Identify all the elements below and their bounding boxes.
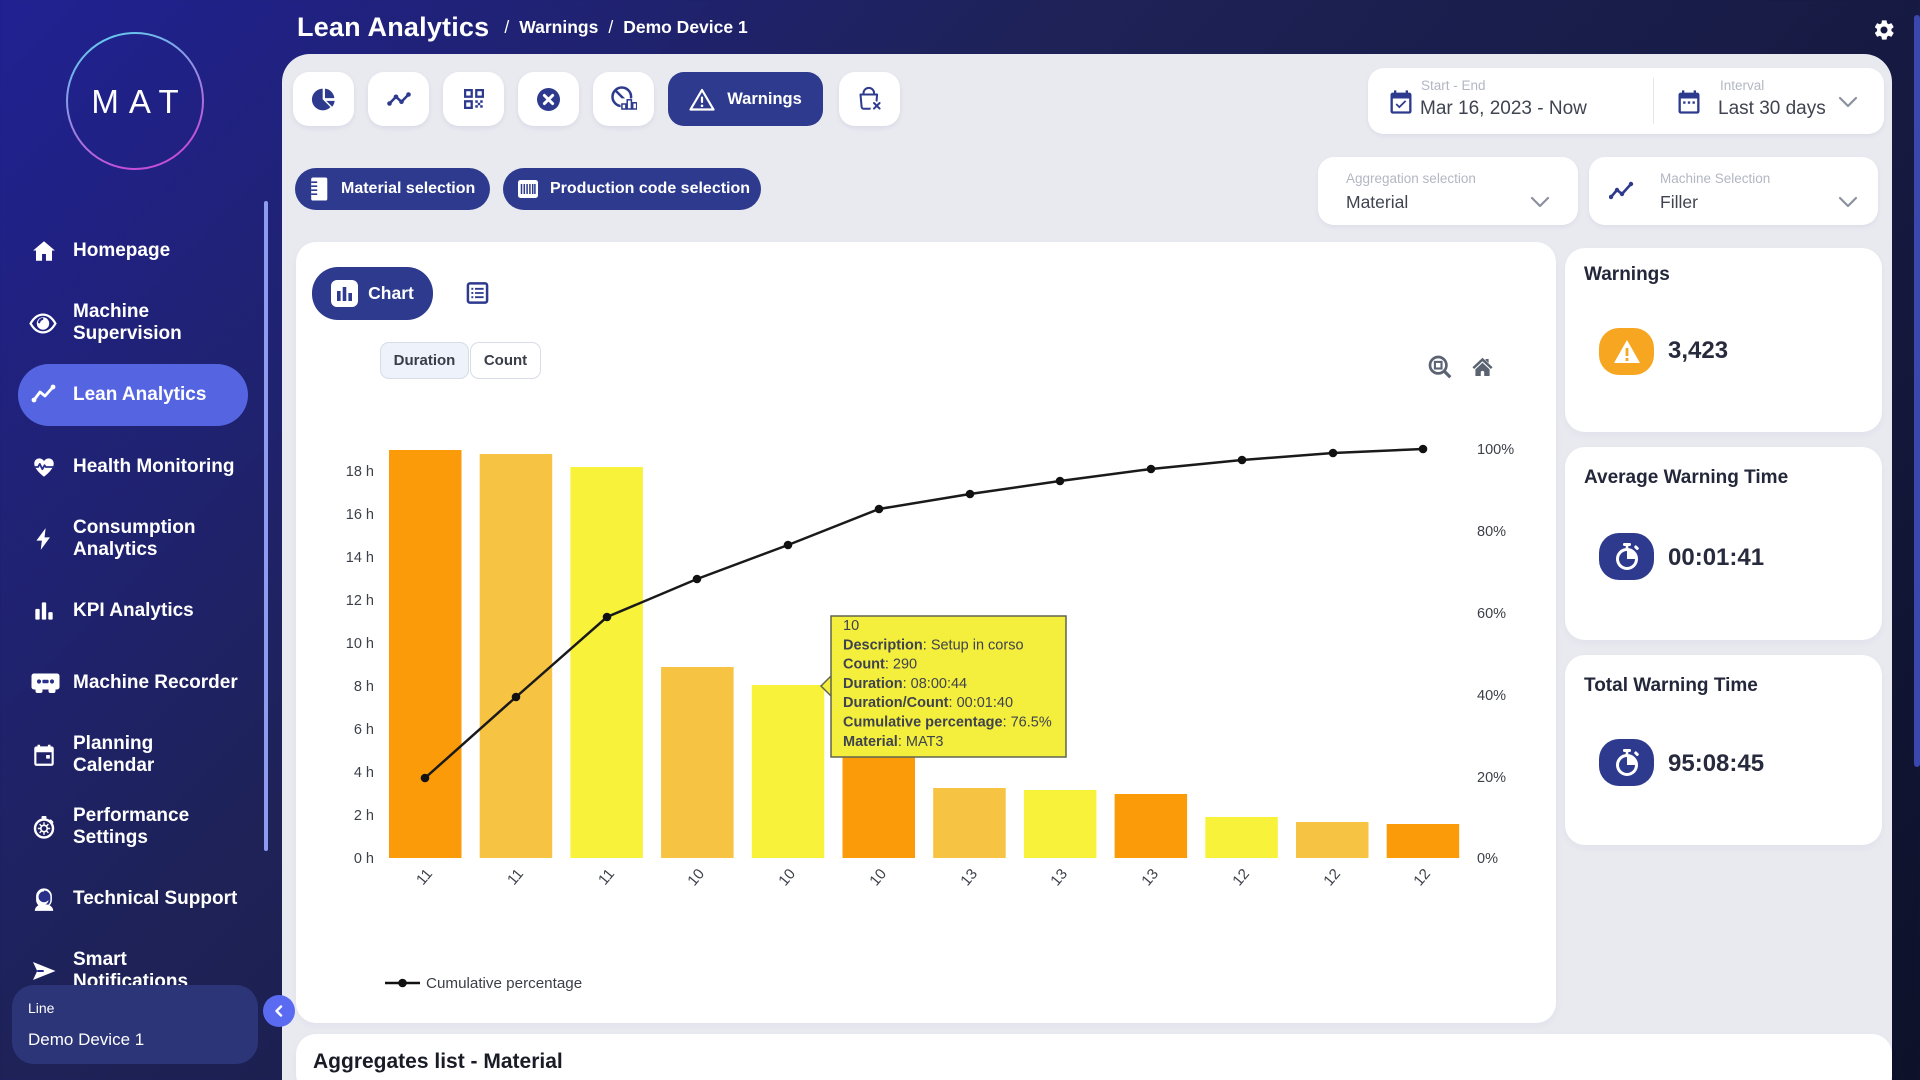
svg-text:80%: 80% [1477,524,1506,540]
svg-text:14 h: 14 h [346,550,374,566]
svg-text:11: 11 [504,866,527,889]
svg-text:0 h: 0 h [354,851,374,867]
svg-text:11: 11 [413,866,436,889]
svg-text:10: 10 [684,866,708,890]
svg-text:6 h: 6 h [354,722,374,738]
svg-text:60%: 60% [1477,606,1506,622]
svg-text:8 h: 8 h [354,679,374,695]
svg-text:12 h: 12 h [346,593,374,609]
svg-text:13: 13 [1047,866,1071,890]
svg-text:12: 12 [1320,866,1344,890]
svg-text:13: 13 [1138,866,1162,890]
svg-text:10: 10 [843,618,859,634]
svg-text:Cumulative percentage: 76.5%: Cumulative percentage: 76.5% [843,715,1052,731]
svg-text:4 h: 4 h [354,765,374,781]
svg-text:40%: 40% [1477,688,1506,704]
svg-text:16 h: 16 h [346,507,374,523]
svg-text:0%: 0% [1477,851,1498,867]
svg-text:12: 12 [1410,866,1434,890]
svg-text:Cumulative percentage: Cumulative percentage [426,975,582,992]
svg-text:18 h: 18 h [346,464,374,480]
svg-text:Description: Setup in corso: Description: Setup in corso [843,637,1024,653]
svg-text:Duration/Count: 00:01:40: Duration/Count: 00:01:40 [843,695,1013,711]
svg-text:100%: 100% [1477,442,1514,458]
svg-text:Material: MAT3: Material: MAT3 [843,734,943,750]
svg-text:10: 10 [866,866,890,890]
svg-text:11: 11 [595,866,618,889]
svg-text:13: 13 [957,866,981,890]
svg-text:12: 12 [1229,866,1253,890]
svg-text:Count: 290: Count: 290 [843,657,917,673]
svg-text:20%: 20% [1477,770,1506,786]
svg-text:MAT: MAT [91,83,188,120]
svg-text:2 h: 2 h [354,808,374,824]
svg-text:10: 10 [775,866,799,890]
svg-text:Duration: 08:00:44: Duration: 08:00:44 [843,676,967,692]
svg-text:10 h: 10 h [346,636,374,652]
